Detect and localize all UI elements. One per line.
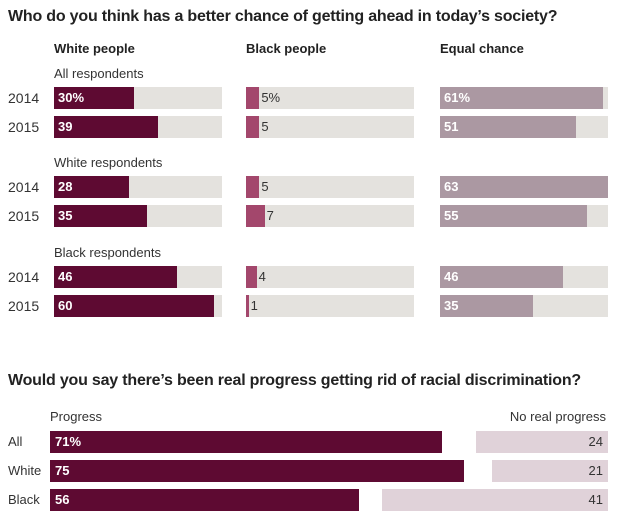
year-label: 2015	[8, 298, 40, 314]
bar-track-equal-chance: 63	[440, 176, 608, 198]
year-label: 2014	[8, 269, 40, 285]
bar-track-black-people: 5%	[246, 87, 414, 109]
value-label: 61%	[444, 90, 471, 105]
bar-track-white-people: 46	[54, 266, 222, 288]
value-label: 39	[58, 119, 73, 134]
value-label: 21	[588, 463, 603, 478]
bar-black-people	[246, 116, 260, 138]
column-header-black-people: Black people	[246, 41, 327, 56]
bar-progress: 56	[50, 489, 360, 511]
bar-track-equal-chance: 51	[440, 116, 608, 138]
column-header-equal-chance: Equal chance	[440, 41, 524, 56]
bar-equal-chance	[440, 116, 576, 138]
bar-black-people	[246, 87, 260, 109]
bar-track-black-people: 1	[246, 295, 414, 317]
value-label: 5	[261, 179, 269, 194]
bar-progress: 75	[50, 460, 464, 482]
bar-white-people	[54, 87, 134, 109]
bar-track-white-people: 35	[54, 205, 222, 227]
bar-equal-chance	[440, 87, 603, 109]
value-label: 56	[55, 492, 70, 507]
bar-track-black-people: 5	[246, 116, 414, 138]
value-label: 63	[444, 179, 459, 194]
bar-black-people	[246, 295, 249, 317]
bar-black-people	[246, 266, 257, 288]
bar-track-white-people: 60	[54, 295, 222, 317]
value-label: 60	[58, 298, 73, 313]
value-label: 28	[58, 179, 73, 194]
value-label: 4	[258, 269, 266, 284]
bar-track-white-people: 30%	[54, 87, 222, 109]
chart-1-title: Who do you think has a better chance of …	[8, 8, 558, 25]
bar-equal-chance	[440, 266, 563, 288]
bar-track-equal-chance: 55	[440, 205, 608, 227]
category-label: Black	[8, 492, 40, 507]
value-label: 5	[261, 119, 269, 134]
bar-progress: 71%	[50, 431, 442, 453]
progress-header: Progress	[50, 409, 103, 424]
bar-no-progress: 21	[492, 460, 608, 482]
bar-track-equal-chance: 61%	[440, 87, 608, 109]
group-label: White respondents	[54, 155, 163, 170]
value-label: 41	[588, 492, 603, 507]
year-label: 2015	[8, 208, 40, 224]
bar-equal-chance	[440, 176, 608, 198]
bar-black-people	[246, 176, 260, 198]
bar-track-equal-chance: 46	[440, 266, 608, 288]
value-label: 35	[58, 208, 73, 223]
bar-track-white-people: 39	[54, 116, 222, 138]
year-label: 2015	[8, 119, 40, 135]
group-label: All respondents	[54, 66, 144, 81]
value-label: 35	[444, 298, 459, 313]
value-label: 46	[444, 269, 459, 284]
value-label: 75	[55, 463, 70, 478]
value-label: 55	[444, 208, 459, 223]
category-label: All	[8, 434, 23, 449]
bar-track-white-people: 28	[54, 176, 222, 198]
bar-track-black-people: 4	[246, 266, 414, 288]
group-label: Black respondents	[54, 245, 161, 260]
category-label: White	[8, 463, 42, 478]
bar-white-people	[54, 116, 158, 138]
year-label: 2014	[8, 179, 40, 195]
year-label: 2014	[8, 90, 40, 106]
value-label: 7	[266, 208, 274, 223]
bar-no-progress: 41	[381, 489, 608, 511]
chart-2-title: Would you say there’s been real progress…	[8, 372, 581, 389]
value-label: 5%	[261, 90, 281, 105]
bar-white-people	[54, 266, 177, 288]
column-header-white-people: White people	[54, 41, 135, 56]
value-label: 71%	[55, 434, 82, 449]
no-progress-header: No real progress	[509, 409, 606, 424]
value-label: 30%	[58, 90, 85, 105]
bar-white-people	[54, 205, 148, 227]
bar-track-black-people: 5	[246, 176, 414, 198]
bar-white-people	[54, 295, 214, 317]
bar-track-equal-chance: 35	[440, 295, 608, 317]
bar-white-people	[54, 176, 129, 198]
bar-equal-chance	[440, 205, 587, 227]
bar-equal-chance	[440, 295, 534, 317]
value-label: 51	[444, 119, 459, 134]
value-label: 24	[588, 434, 603, 449]
bar-no-progress: 24	[475, 431, 608, 453]
bar-black-people	[246, 205, 265, 227]
value-label: 46	[58, 269, 73, 284]
bar-track-black-people: 7	[246, 205, 414, 227]
value-label: 1	[250, 298, 258, 313]
